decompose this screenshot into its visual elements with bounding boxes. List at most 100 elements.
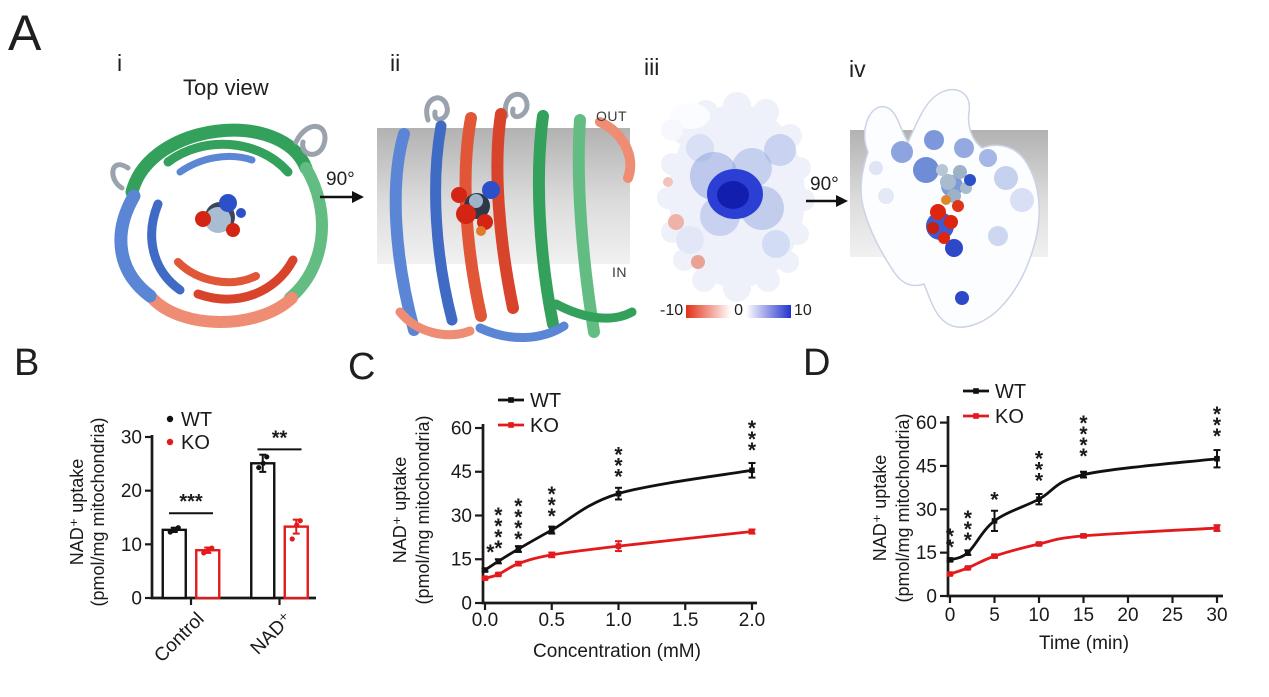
significance-label: ** xyxy=(272,427,288,449)
data-point-KO xyxy=(209,545,215,551)
graphic-element xyxy=(764,134,796,166)
subpanel-iii-label: iii xyxy=(644,54,660,80)
graphic-element xyxy=(777,251,799,273)
legend-label-KO: KO xyxy=(995,406,1024,428)
rotation-label-2: 90° xyxy=(810,174,839,195)
significance-star: * xyxy=(946,525,955,548)
ribbon-structure-side-view xyxy=(389,91,637,342)
line-chart-time: 0 15 30 45 60 0 5 10 15 20 25 30 NAD⁺ uptake (pmol/mg… xyxy=(870,381,1228,654)
membrane-out-label: OUT xyxy=(596,108,628,124)
marker-KO xyxy=(482,575,488,582)
graphic-element xyxy=(1010,188,1034,212)
graphic-element xyxy=(723,274,751,302)
graphic-element xyxy=(125,123,313,199)
significance-star: * xyxy=(614,465,623,488)
data-point-KO xyxy=(201,550,207,556)
colorbar-zero-label: 0 xyxy=(734,302,744,319)
marker-WT xyxy=(1036,496,1042,502)
marker-WT xyxy=(749,467,755,474)
graphic-element xyxy=(114,189,157,303)
marker-KO xyxy=(515,560,522,567)
graphic-element xyxy=(451,187,467,203)
graphic-element xyxy=(869,161,883,175)
graphic-element xyxy=(146,292,298,328)
ligand-spheres-side-view xyxy=(451,181,500,236)
marker-KO xyxy=(1036,541,1042,547)
graphic-element xyxy=(475,321,569,342)
significance-star: * xyxy=(514,495,523,518)
significance-star: * xyxy=(964,518,973,541)
graphic-element xyxy=(424,95,450,123)
data-point-WT xyxy=(175,525,181,531)
significance-star: * xyxy=(946,536,955,559)
x-axis-label: Time (min) xyxy=(1039,633,1129,654)
significance-star: * xyxy=(548,494,557,517)
ligand-spheres-top-view xyxy=(195,194,246,237)
graphic-element xyxy=(936,164,948,176)
marker-KO xyxy=(615,543,622,549)
panel-d-label: D xyxy=(803,342,831,384)
bar-KO-Control xyxy=(195,549,221,600)
significance-star: * xyxy=(748,439,757,462)
colorbar-max-label: 10 xyxy=(794,302,812,319)
data-point-KO xyxy=(289,536,295,542)
graphic-element xyxy=(941,195,951,205)
marker-WT xyxy=(515,546,522,552)
marker-KO xyxy=(1080,533,1087,539)
rotation-label-1: 90° xyxy=(326,169,355,190)
graphic-element xyxy=(994,166,1018,190)
legend-label-WT: WT xyxy=(995,381,1026,403)
significance-star: * xyxy=(514,517,523,540)
x-tick-label: 0.5 xyxy=(539,610,565,631)
x-tick-label: 2.0 xyxy=(739,610,765,631)
graphic-element xyxy=(469,194,483,208)
significance-star: * xyxy=(1079,434,1088,457)
significance-star: * xyxy=(514,528,523,551)
marker-KO xyxy=(548,552,555,558)
legend-label-KO: KO xyxy=(530,415,559,437)
graphic-element xyxy=(193,255,298,304)
graphic-element xyxy=(913,157,939,183)
marker-KO xyxy=(991,553,998,559)
x-tick-label: 5 xyxy=(989,605,1000,626)
graphic-element xyxy=(954,138,974,158)
graphic-element xyxy=(352,191,364,203)
y-tick-label: 45 xyxy=(916,456,937,477)
marker-WT xyxy=(947,557,953,563)
panel-a-graphics xyxy=(110,88,1048,342)
marker-WT xyxy=(615,490,622,497)
rotation-arrow-2 xyxy=(806,195,848,207)
significance-star: * xyxy=(1079,445,1088,468)
legend-label-WT: WT xyxy=(181,409,212,431)
graphic-element xyxy=(502,91,530,120)
electrostatic-colorbar: -10 0 10 xyxy=(660,302,812,320)
category-label: Control xyxy=(150,609,208,667)
graphic-element xyxy=(924,130,944,150)
rotation-arrow-1 xyxy=(320,191,364,203)
graphic-element xyxy=(836,195,848,207)
graphic-element xyxy=(395,307,475,340)
significance-star: * xyxy=(614,454,623,477)
graphic-element xyxy=(661,153,683,175)
subpanel-ii-label: ii xyxy=(390,50,401,76)
ribbon-structure-top-view xyxy=(110,123,328,328)
surface-structure-top-view xyxy=(657,92,815,302)
line-chart-concentration: 0 15 30 45 60 0.0 0.5 1.0 1.5 2.0 NAD⁺ uptake (pmol… xyxy=(390,390,765,662)
significance-star: * xyxy=(1213,425,1222,448)
curve-KO xyxy=(484,530,753,580)
bar-KO-NAD⁺ xyxy=(283,525,309,600)
significance-star: * xyxy=(548,505,557,528)
graphic-element xyxy=(940,174,956,190)
graphic-element xyxy=(657,92,815,302)
significance-star: * xyxy=(614,443,623,466)
significance-star: * xyxy=(548,483,557,506)
significance-star: * xyxy=(748,428,757,451)
graphic-element xyxy=(205,207,231,233)
graphic-element xyxy=(657,187,679,209)
y-axis-label: (pmol/mg mitochondria) xyxy=(893,413,913,602)
graphic-element xyxy=(878,188,894,204)
graphic-element xyxy=(293,123,328,157)
colorbar-positive-gradient xyxy=(746,304,792,318)
graphic-element xyxy=(572,114,600,338)
graphic-element xyxy=(147,199,185,295)
